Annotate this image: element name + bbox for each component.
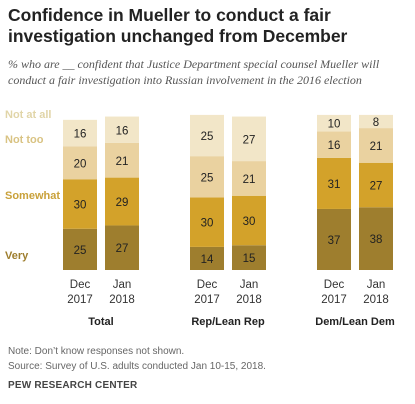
- bar-rep-lean-rep-dec-2017-not-too-label: 25: [201, 172, 214, 184]
- bar-dem-lean-dem-dec-2017-somewhat: [317, 157, 351, 209]
- x-tick-label-year-total-1: 2018: [109, 294, 135, 306]
- bar-total-jan-2018-not-at-all-label: 16: [116, 125, 129, 137]
- bar-total-dec-2017-not-too: [63, 146, 97, 180]
- bar-total-jan-2018-not-too-label: 21: [116, 156, 129, 168]
- bar-dem-lean-dem-dec-2017-not-at-all: [317, 114, 351, 132]
- bar-total-jan-2018-very: [105, 225, 139, 270]
- bar-rep-lean-rep-jan-2018-not-at-all-label: 27: [243, 134, 256, 146]
- bar-total-dec-2017-not-at-all-label: 16: [74, 129, 87, 141]
- bar-rep-lean-rep-jan-2018-not-too: [232, 161, 266, 196]
- bar-rep-lean-rep-jan-2018-very-label: 15: [243, 253, 256, 265]
- x-tick-label-year-rep-lean-rep-0: 2017: [194, 294, 220, 306]
- bar-rep-lean-rep-dec-2017-not-too: [190, 156, 224, 198]
- bar-dem-lean-dem-jan-2018-not-at-all-label: 8: [373, 117, 379, 129]
- x-tick-label-total-0: Dec: [70, 279, 91, 291]
- legend-somewhat: Somewhat: [5, 190, 60, 202]
- legend-not-at-all: Not at all: [5, 109, 51, 121]
- chart-title: Confidence in Mueller to conduct a fair …: [8, 5, 348, 46]
- bar-total-jan-2018-not-too: [105, 142, 139, 178]
- bar-rep-lean-rep-dec-2017-not-at-all-label: 25: [201, 131, 214, 143]
- bar-total-dec-2017-very: [63, 228, 97, 270]
- chart-subtitle: % who are __ confident that Justice Depa…: [8, 57, 380, 87]
- bar-dem-lean-dem-jan-2018-not-too-label: 21: [370, 141, 383, 153]
- bar-dem-lean-dem-jan-2018-not-too: [359, 128, 393, 163]
- bar-dem-lean-dem-dec-2017-not-too: [317, 131, 351, 158]
- x-tick-label-total-1: Jan: [113, 279, 132, 291]
- bar-dem-lean-dem-dec-2017-very-label: 37: [328, 235, 341, 247]
- source-name: PEW RESEARCH CENTER: [8, 380, 138, 391]
- x-tick-label-year-dem-lean-dem-1: 2018: [363, 294, 389, 306]
- bar-rep-lean-rep-jan-2018-not-too-label: 21: [243, 174, 256, 186]
- bar-dem-lean-dem-jan-2018-somewhat: [359, 162, 393, 208]
- bar-total-jan-2018-not-at-all: [105, 116, 139, 143]
- bar-rep-lean-rep-dec-2017-very: [190, 246, 224, 270]
- group-label-total: Total: [88, 316, 113, 328]
- bar-rep-lean-rep-jan-2018-somewhat: [232, 195, 266, 246]
- bar-rep-lean-rep-jan-2018-very: [232, 245, 266, 270]
- x-tick-label-year-total-0: 2017: [67, 294, 93, 306]
- bar-rep-lean-rep-dec-2017-somewhat-label: 30: [201, 218, 214, 230]
- bar-rep-lean-rep-dec-2017-very-label: 14: [201, 254, 214, 266]
- bar-dem-lean-dem-jan-2018-very-label: 38: [370, 234, 383, 246]
- x-tick-label-rep-lean-rep-1: Jan: [240, 279, 259, 291]
- bar-total-jan-2018-somewhat-label: 29: [116, 197, 129, 209]
- bar-rep-lean-rep-jan-2018-not-at-all: [232, 116, 266, 162]
- x-tick-label-rep-lean-rep-0: Dec: [197, 279, 218, 291]
- bar-dem-lean-dem-jan-2018-not-at-all: [359, 114, 393, 129]
- bar-total-jan-2018-very-label: 27: [116, 243, 129, 255]
- x-tick-label-year-rep-lean-rep-1: 2018: [236, 294, 262, 306]
- bar-dem-lean-dem-dec-2017-somewhat-label: 31: [328, 179, 341, 191]
- bar-dem-lean-dem-jan-2018-somewhat-label: 27: [370, 181, 383, 193]
- bar-dem-lean-dem-dec-2017-very: [317, 208, 351, 270]
- group-label-dem-lean-dem: Dem/Lean Dem: [315, 316, 395, 328]
- legend-not-too: Not too: [5, 134, 44, 146]
- bar-rep-lean-rep-dec-2017-somewhat: [190, 197, 224, 247]
- bar-rep-lean-rep-dec-2017-not-at-all: [190, 114, 224, 157]
- bar-dem-lean-dem-dec-2017-not-at-all-label: 10: [328, 119, 341, 131]
- chart-note: Note: Don’t know responses not shown.: [8, 346, 185, 357]
- x-tick-label-dem-lean-dem-0: Dec: [324, 279, 345, 291]
- bar-total-dec-2017-not-at-all: [63, 119, 97, 147]
- x-tick-label-year-dem-lean-dem-0: 2017: [321, 294, 347, 306]
- bar-rep-lean-rep-jan-2018-somewhat-label: 30: [243, 216, 256, 228]
- group-label-rep-lean-rep: Rep/Lean Rep: [191, 316, 265, 328]
- bar-total-jan-2018-somewhat: [105, 177, 139, 226]
- bar-total-dec-2017-somewhat: [63, 179, 97, 229]
- bar-dem-lean-dem-jan-2018-very: [359, 207, 393, 270]
- x-tick-label-dem-lean-dem-1: Jan: [367, 279, 386, 291]
- bar-total-dec-2017-not-too-label: 20: [74, 158, 87, 170]
- bar-total-dec-2017-somewhat-label: 30: [74, 200, 87, 212]
- chart-source: Source: Survey of U.S. adults conducted …: [8, 361, 266, 372]
- bar-dem-lean-dem-dec-2017-not-too-label: 16: [328, 140, 341, 152]
- bar-total-dec-2017-very-label: 25: [74, 245, 87, 257]
- legend-very: Very: [5, 250, 29, 262]
